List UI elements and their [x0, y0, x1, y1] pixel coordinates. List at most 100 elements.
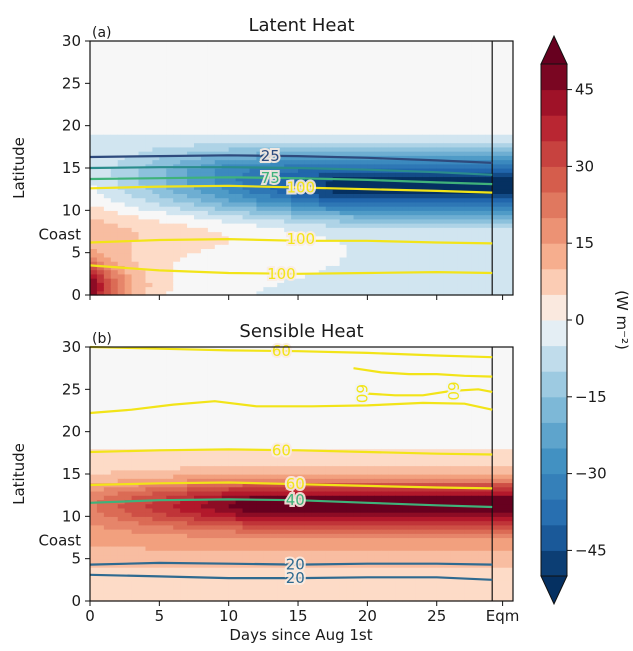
heat-cell	[291, 129, 299, 135]
heat-cell	[298, 104, 306, 110]
heat-cell	[103, 74, 112, 80]
heat-cell	[395, 273, 403, 279]
heat-cell	[124, 402, 133, 407]
heat-cell	[117, 533, 126, 539]
heat-cell	[117, 41, 126, 46]
heat-cell	[277, 197, 285, 203]
heat-cell	[381, 282, 389, 288]
heat-cell	[422, 91, 431, 97]
heat-cell	[228, 108, 237, 114]
heat-cell	[402, 214, 410, 220]
heat-cell	[249, 541, 258, 547]
heat-cell	[180, 355, 188, 361]
heat-cell	[131, 347, 140, 352]
heat-cell	[90, 347, 98, 352]
heat-cell	[270, 159, 278, 165]
heat-cell	[408, 125, 417, 131]
heat-cell	[90, 596, 98, 602]
heat-cell	[284, 290, 292, 296]
heat-cell	[402, 197, 410, 203]
heat-cell	[152, 210, 160, 216]
heat-cell	[298, 252, 306, 258]
heat-cell	[103, 465, 112, 471]
heat-cell	[415, 244, 424, 250]
heat-cell	[124, 444, 133, 450]
heat-cell	[422, 74, 431, 80]
heat-cell	[221, 355, 230, 361]
heat-cell	[249, 558, 258, 564]
heat-cell	[471, 142, 479, 148]
heat-cell	[103, 223, 112, 228]
heat-cell	[200, 389, 209, 395]
heat-cell	[374, 104, 382, 110]
heat-cell	[145, 91, 154, 97]
heat-cell	[311, 100, 320, 106]
heat-cell	[221, 180, 230, 186]
heat-cell	[166, 516, 174, 522]
heat-cell	[298, 66, 306, 72]
heat-cell	[124, 214, 133, 220]
heat-cell	[207, 231, 216, 237]
heat-cell	[242, 355, 251, 361]
heat-cell	[159, 214, 167, 220]
heat-cell	[228, 376, 237, 382]
heat-cell	[131, 53, 140, 59]
heat-cell	[166, 134, 174, 139]
heat-cell	[367, 66, 375, 72]
heat-cell	[263, 87, 271, 93]
heat-cell	[221, 134, 230, 139]
heat-cell	[325, 74, 334, 80]
heat-cell	[242, 490, 251, 496]
heat-cell	[159, 516, 167, 522]
heat-cell	[110, 189, 119, 194]
heat-cell	[429, 256, 438, 262]
heat-cell	[249, 146, 258, 152]
heat-cell	[422, 252, 431, 258]
heat-cell	[415, 252, 424, 258]
heat-cell	[304, 57, 313, 63]
heat-cell	[242, 431, 251, 437]
heat-cell	[159, 96, 167, 101]
heat-cell	[207, 83, 216, 89]
heat-cell	[249, 112, 258, 118]
heat-cell	[117, 197, 126, 203]
heat-cell	[138, 418, 147, 424]
heat-cell	[124, 261, 133, 266]
heat-cell	[249, 193, 258, 199]
heat-cell	[353, 100, 362, 106]
heat-cell	[131, 172, 140, 178]
heat-cell	[291, 218, 299, 224]
heat-cell	[159, 142, 167, 148]
heat-cell	[249, 286, 258, 292]
heat-cell	[263, 146, 271, 152]
heat-cell	[256, 206, 264, 211]
heat-cell	[187, 567, 195, 572]
heat-cell	[187, 414, 195, 420]
heat-cell	[429, 104, 438, 110]
heat-cell	[478, 168, 486, 173]
heat-cell	[402, 96, 410, 101]
heat-cell	[145, 376, 154, 382]
heat-cell	[173, 562, 181, 568]
heat-cell	[304, 138, 313, 144]
heat-cell	[173, 584, 181, 589]
heat-cell	[138, 117, 147, 123]
heat-cell	[124, 49, 133, 55]
heat-cell	[381, 176, 389, 182]
heat-cell	[304, 83, 313, 89]
heat-cell	[256, 83, 264, 89]
heat-cell	[374, 79, 382, 84]
heat-cell	[200, 592, 209, 598]
heat-cell	[159, 541, 167, 547]
heat-cell	[298, 91, 306, 97]
heat-cell	[325, 273, 334, 279]
heat-cell	[103, 516, 112, 522]
heat-cell	[235, 151, 244, 156]
heat-cell	[159, 444, 167, 450]
heat-cell	[277, 256, 285, 262]
heat-cell	[346, 265, 355, 271]
heat-cell	[402, 248, 410, 254]
heat-cell	[256, 74, 264, 80]
heat-cell	[180, 100, 188, 106]
heat-cell	[346, 206, 355, 211]
